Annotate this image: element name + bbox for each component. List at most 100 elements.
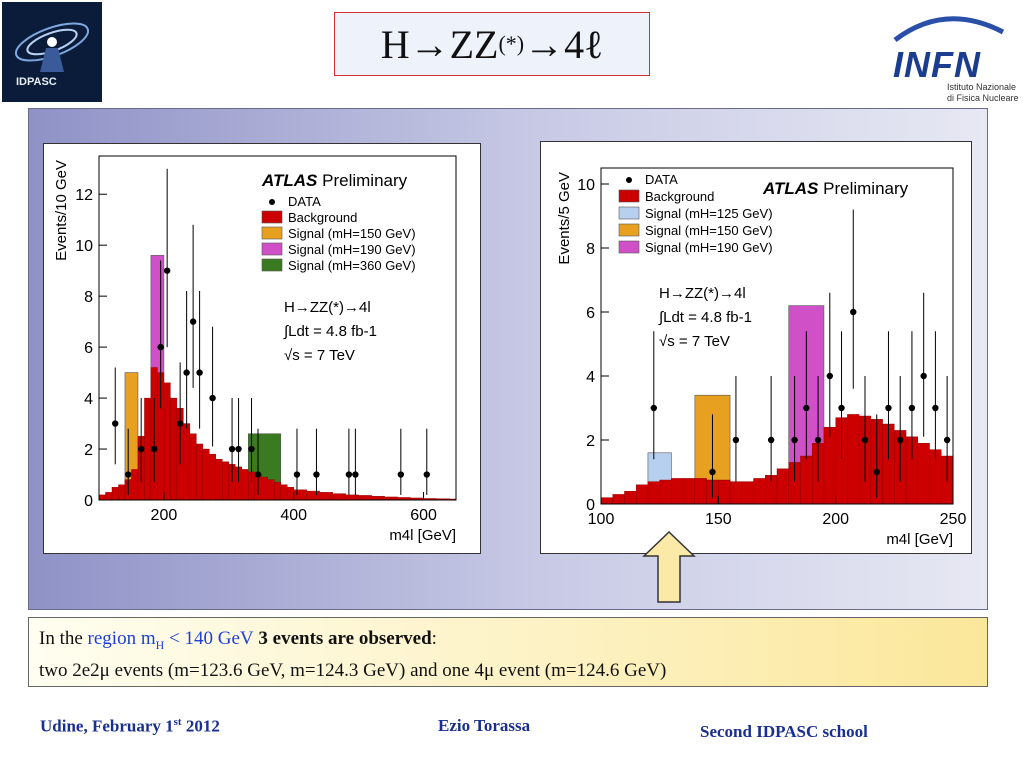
data-point [814,436,822,444]
galaxy-icon [14,22,90,72]
background-bin [741,481,754,505]
infn-sub-line-1: Istituto Nazionale [947,82,1017,92]
y-tick-label: 4 [84,391,93,408]
x-tick-label: 100 [588,511,615,528]
footer-date-sup: st [173,716,182,728]
data-point [709,468,716,476]
data-point [150,445,158,453]
data-point [176,420,184,427]
x-tick-label: 250 [940,511,967,528]
data-point [228,445,236,453]
y-tick-label: 6 [84,340,93,357]
legend-entry: Background [645,189,714,204]
data-point [345,471,353,478]
legend-entry: DATA [288,194,321,209]
data-point [838,404,845,412]
physics-annotation: ∫Ldt = 4.8 fb-1 [283,323,377,340]
background-bin [776,468,789,505]
legend-marker-data [269,199,275,205]
data-point [254,471,262,478]
background-bin [729,481,742,505]
footer-author: Ezio Torassa [438,716,531,735]
legend-entry: Background [288,210,357,225]
data-point [397,471,405,478]
legend-marker-data [626,177,632,183]
summary-observed: 3 events are observed [253,628,432,649]
atlas-label-bold: ATLAS [762,179,819,198]
summary-prefix: In the [39,628,88,649]
summary-colon: : [431,628,437,649]
data-point [873,468,880,476]
data-point [189,318,197,325]
background-bin [358,495,372,501]
idpasc-logo-text: IDPASC [16,76,57,88]
background-bin [209,453,217,501]
background-bin [306,490,320,501]
legend-entry: Signal (mH=150 GeV) [645,223,773,238]
background-bin [215,459,223,501]
background-bin [222,461,230,501]
data-point [908,404,916,412]
data-point [803,404,810,412]
data-point [293,471,301,478]
background-bin [624,491,637,505]
legend-swatch [618,240,640,254]
background-bin [111,487,119,501]
background-bin [274,481,281,501]
y-axis-label: Events/5 GeV [556,172,573,265]
footer-date-pre: Udine, February 1 [40,716,174,736]
background-bin [280,484,288,501]
title-end: →4ℓ [524,21,604,67]
summary-line-1: In the region mH < 140 GeV 3 events are … [39,626,977,658]
physics-annotation: √s = 7 TeV [284,347,355,364]
summary-box: In the region mH < 140 GeV 3 events are … [28,617,988,687]
y-tick-label: 0 [586,497,595,514]
legend-swatch [261,258,283,272]
plot-frame [600,167,954,505]
legend-swatch [618,189,640,203]
data-point [248,445,255,453]
legend-entry: Signal (mH=190 GeV) [645,240,773,255]
y-axis-label: Events/10 GeV [53,160,70,261]
atlas-label-rest: Preliminary [818,179,908,198]
background-bin [917,443,930,505]
background-bin [718,479,731,505]
y-tick-label: 8 [586,241,595,258]
data-point [125,471,132,478]
x-tick-label: 600 [410,507,437,524]
data-point [196,369,203,376]
x-axis-label: m4l [GeV] [886,531,953,548]
atlas-label-bold: ATLAS [261,171,318,190]
background-bin [144,397,152,501]
background-bin [118,484,126,501]
physics-annotation: H→ZZ(*)→4l [284,299,371,316]
data-point [791,436,798,444]
background-bin [163,382,171,501]
title-main: H→ZZ [380,21,499,67]
legend-swatch [261,226,283,240]
idpasc-logo: IDPASC [2,2,102,102]
data-point [943,436,951,444]
chart-m4l-full-range: 0 2 4 6 8 10 12 200 400 600 m4l [GeV] Events/10 GeV… [43,143,481,554]
background-bin [183,423,191,501]
title-sup: (*) [498,31,525,56]
data-point [767,436,775,444]
background-bin [105,492,113,501]
background-bin [694,478,707,505]
background-bin [600,497,613,505]
infn-logo: INFN Istituto Nazionale di Fisica Nuclea… [885,10,1020,103]
y-tick-label: 4 [586,369,595,386]
up-arrow-icon [642,530,696,603]
background-bin [682,478,696,505]
background-bin [635,484,649,505]
infn-sub-line-2: di Fisica Nucleare [947,93,1019,103]
atlas-label: ATLAS Preliminary [762,179,909,198]
background-bin [131,469,139,501]
background-bin [371,495,385,501]
y-tick-label: 12 [75,187,93,204]
y-tick-label: 8 [84,289,93,306]
x-axis-label: m4l [GeV] [389,527,456,544]
background-bin [671,478,684,505]
data-point [920,372,927,380]
data-point [932,404,939,412]
